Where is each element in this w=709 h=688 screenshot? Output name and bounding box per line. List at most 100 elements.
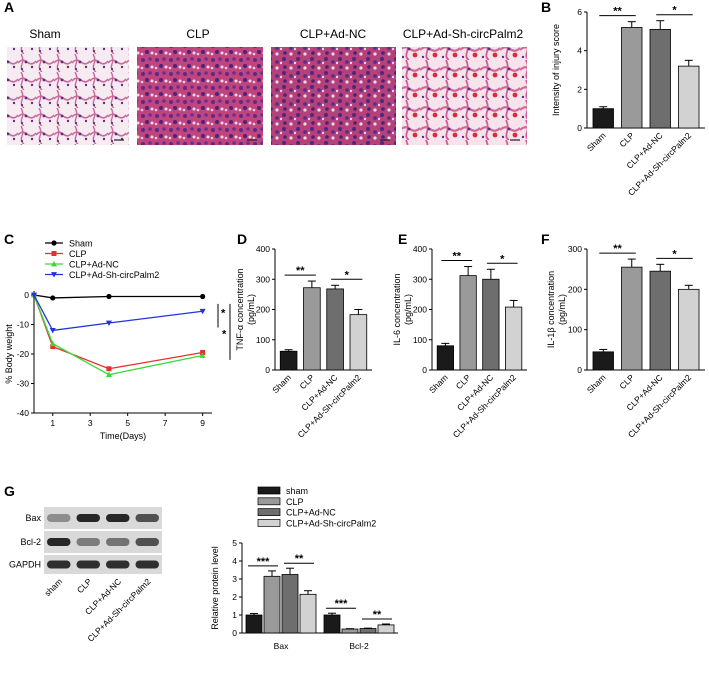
y-tick-label: 0	[232, 628, 237, 638]
legend-label: CLP+Ad-Sh-circPalm2	[286, 518, 376, 528]
y-tick-label: 300	[568, 244, 582, 254]
chart-il6: 0 100 200 300 400 IL-6 concentration(pg/mL) Sh…	[392, 244, 527, 440]
series-line	[33, 294, 203, 376]
chart-tnf-alpha: 0 100 200 300 400 TNF-α concentration(pg/mL) S…	[235, 244, 372, 440]
blot-band	[76, 514, 100, 522]
significance-marker: **	[452, 251, 461, 263]
data-point	[50, 344, 56, 350]
category-label: CLP	[298, 372, 317, 391]
data-point	[49, 340, 56, 347]
bar	[505, 306, 523, 371]
blot-band	[47, 560, 71, 569]
panel-letter-f: F	[541, 231, 550, 247]
bar	[459, 275, 477, 371]
bar	[649, 28, 671, 129]
y-tick-label: 200	[413, 305, 427, 315]
significance-marker: **	[296, 265, 305, 277]
bar	[592, 351, 614, 371]
histology-image-clp-ad-sh	[402, 47, 527, 145]
y-axis-label: % Body weight	[4, 324, 14, 384]
histology-image-clp-ad-nc	[271, 47, 396, 145]
data-point	[50, 295, 56, 301]
y-tick-label: 400	[413, 244, 427, 254]
blot-strip	[44, 507, 162, 529]
bar	[678, 288, 700, 371]
legend-label: CLP	[286, 497, 304, 507]
y-tick-label: 3	[232, 574, 237, 584]
y-axis-label: TNF-α concentration(pg/mL)	[235, 268, 256, 350]
blot-row-label: GAPDH	[9, 560, 41, 570]
bar	[621, 266, 643, 371]
histology-image-clp	[137, 47, 263, 145]
bar	[323, 614, 341, 634]
y-axis-label: Relative protein level	[210, 546, 220, 630]
legend-label: CLP	[69, 249, 87, 259]
legend-label: CLP+Ad-NC	[69, 260, 119, 270]
bar	[281, 574, 299, 634]
chart-il1b: 0 100 200 300 IL-1β concentration(pg/mL) Sham…	[546, 243, 705, 440]
bar	[359, 628, 377, 634]
blot-band	[76, 538, 100, 546]
data-point	[199, 352, 206, 358]
bar	[326, 288, 344, 371]
chart-body-weight: 0 -10 -20 -30 -40 1 3 5 7 9 Time(Days) % Body weigh…	[4, 239, 231, 441]
significance-marker: *	[672, 5, 677, 17]
significance-marker: *	[672, 248, 677, 260]
y-tick-label: 0	[24, 290, 29, 300]
legend-swatch	[257, 497, 281, 506]
legend-label: sham	[286, 486, 308, 496]
y-tick-label: 0	[577, 123, 582, 133]
blot-band	[76, 560, 100, 569]
y-axis-label: IL-6 concentration(pg/mL)	[392, 273, 413, 345]
bar	[678, 65, 700, 129]
histology-label-clp: CLP	[186, 27, 209, 41]
data-point	[51, 272, 57, 278]
y-tick-label: 300	[413, 274, 427, 284]
histology-label-clp-ad-sh: CLP+Ad-Sh-circPalm2	[403, 27, 524, 41]
category-label: Sham	[427, 372, 450, 395]
y-axis-label: Intensity of injury score	[551, 24, 561, 116]
bar	[349, 314, 368, 371]
data-point	[105, 371, 112, 378]
panel-letter-e: E	[398, 231, 407, 247]
category-label: Sham	[585, 130, 608, 153]
blot-row-label: Bcl-2	[20, 537, 41, 547]
data-point	[31, 292, 37, 298]
significance-marker: **	[613, 243, 622, 255]
category-label: CLP	[617, 372, 636, 391]
y-tick-label: -40	[17, 408, 30, 418]
significance-marker: *	[500, 253, 505, 265]
blot-band	[47, 514, 71, 522]
panel-letter-g: G	[4, 483, 15, 499]
bar	[482, 278, 500, 371]
data-point	[199, 308, 206, 315]
category-label: Sham	[270, 372, 293, 395]
bar	[245, 614, 263, 634]
panel-letter-a: A	[4, 0, 14, 15]
bar	[377, 624, 395, 634]
blot-band	[135, 514, 159, 522]
x-tick-label: 9	[200, 418, 205, 428]
bar	[299, 593, 317, 634]
significance-marker: **	[613, 6, 622, 18]
histology-label-clp-ad-nc: CLP+Ad-NC	[300, 27, 367, 41]
bar	[341, 628, 359, 634]
y-tick-label: 100	[413, 335, 427, 345]
legend-swatch	[257, 486, 281, 495]
blot-band	[106, 560, 130, 569]
y-tick-label: 100	[256, 335, 270, 345]
blot-band	[106, 538, 130, 546]
bar	[279, 350, 298, 371]
blot-band	[135, 538, 159, 546]
data-point	[106, 366, 112, 372]
category-label: CLP	[617, 130, 636, 149]
x-tick-label: 7	[163, 418, 168, 428]
data-point	[51, 251, 57, 256]
data-point	[49, 328, 56, 334]
blot-lane-label: sham	[42, 576, 64, 598]
data-point	[51, 240, 57, 246]
data-point	[105, 320, 112, 327]
y-tick-label: 300	[256, 274, 270, 284]
